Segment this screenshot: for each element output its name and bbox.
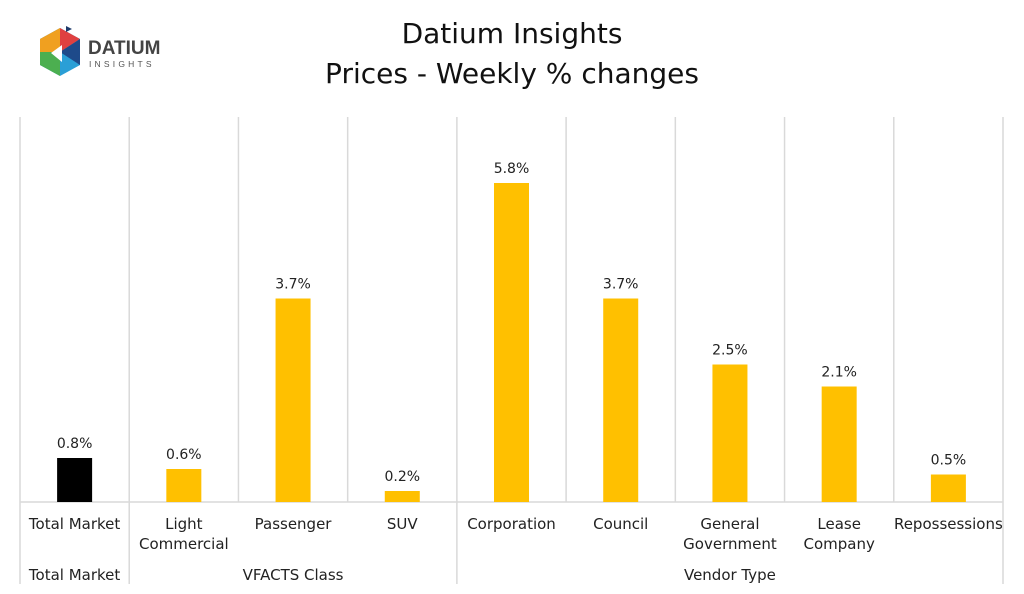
category-label: Passenger — [255, 515, 333, 533]
category-label: Lease — [817, 515, 861, 533]
bar-lease-company — [821, 386, 857, 502]
category-label: Total Market — [28, 515, 120, 533]
data-label: 2.5% — [712, 343, 748, 359]
data-label: 0.5% — [931, 453, 967, 469]
category-label: General — [700, 515, 759, 533]
data-label: 0.6% — [166, 447, 202, 463]
bar-passenger — [275, 298, 311, 502]
category-label: Company — [803, 535, 874, 553]
bar-repossessions — [930, 474, 966, 502]
data-label: 3.7% — [275, 277, 311, 293]
category-label: Repossessions — [894, 515, 1003, 533]
data-label: 2.1% — [821, 365, 857, 381]
data-label: 0.2% — [384, 469, 420, 485]
category-label: Corporation — [467, 515, 556, 533]
bar-council — [603, 298, 639, 502]
chart-subtitle: Prices - Weekly % changes — [325, 57, 699, 90]
svg-text:DATIUM: DATIUM — [88, 38, 160, 59]
group-label: Vendor Type — [684, 566, 776, 584]
category-label: Government — [683, 535, 777, 553]
category-label: Commercial — [139, 535, 229, 553]
data-label: 5.8% — [494, 161, 530, 177]
data-label: 3.7% — [603, 277, 639, 293]
category-label: SUV — [387, 515, 419, 533]
bar-light-commercial — [166, 469, 202, 502]
bar-general-government — [712, 364, 748, 502]
datium-logo: DATIUM INSIGHTS — [38, 26, 178, 86]
chart-title: Datium Insights — [401, 17, 623, 50]
bar-total-market — [57, 458, 93, 502]
group-label: VFACTS Class — [243, 566, 344, 584]
category-label: Council — [593, 515, 648, 533]
svg-text:INSIGHTS: INSIGHTS — [89, 59, 155, 69]
bar-suv — [384, 491, 420, 502]
category-label: Light — [165, 515, 203, 533]
group-label: Total Market — [28, 566, 120, 584]
bar-corporation — [494, 183, 529, 502]
data-label: 0.8% — [57, 436, 93, 452]
